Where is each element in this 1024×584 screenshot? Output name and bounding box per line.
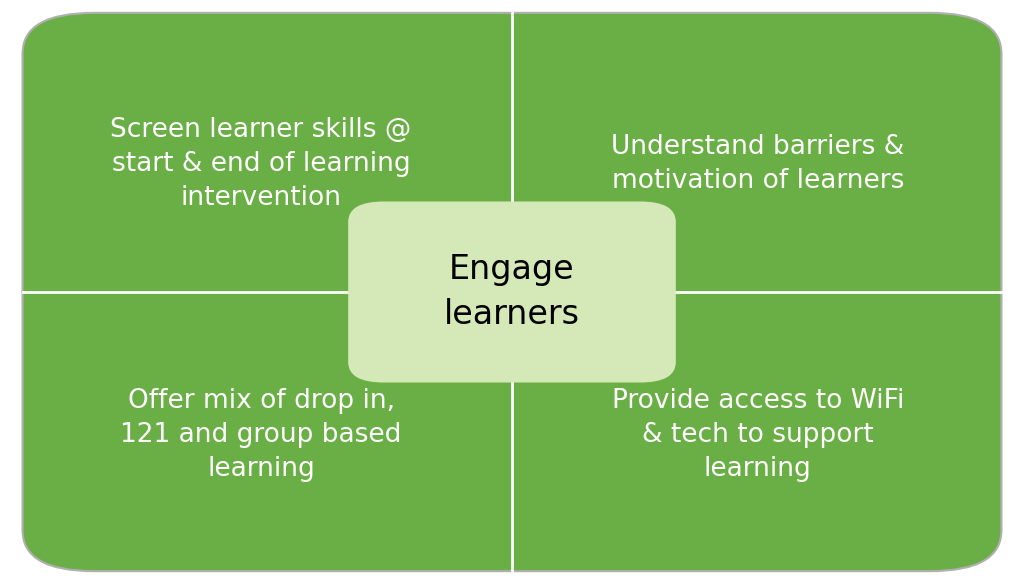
Text: Provide access to WiFi
& tech to support
learning: Provide access to WiFi & tech to support… bbox=[611, 388, 904, 482]
FancyBboxPatch shape bbox=[23, 13, 1001, 571]
Text: Screen learner skills @
start & end of learning
intervention: Screen learner skills @ start & end of l… bbox=[111, 117, 412, 210]
Text: Understand barriers &
motivation of learners: Understand barriers & motivation of lear… bbox=[611, 134, 904, 193]
Text: Offer mix of drop in,
121 and group based
learning: Offer mix of drop in, 121 and group base… bbox=[121, 388, 401, 482]
Text: Engage
learners: Engage learners bbox=[444, 252, 580, 332]
FancyBboxPatch shape bbox=[348, 201, 676, 383]
